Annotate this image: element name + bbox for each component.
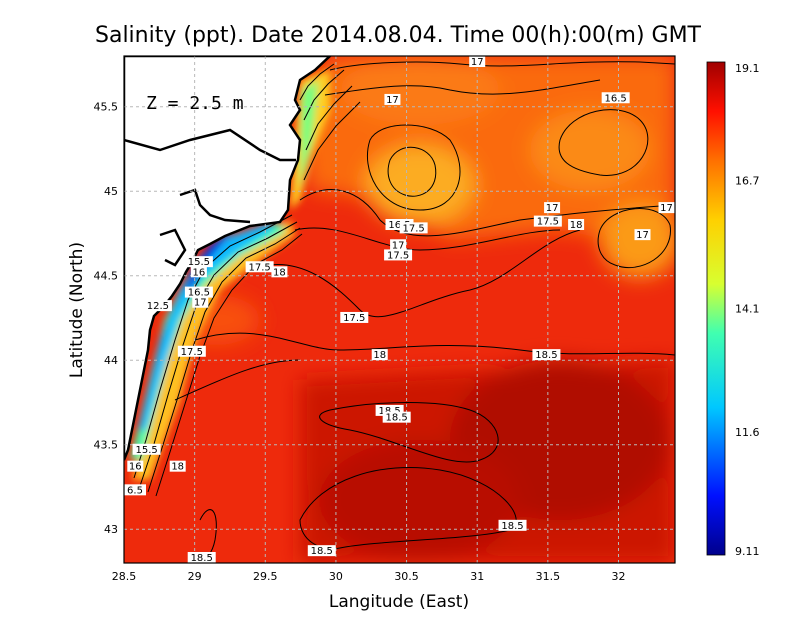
contour-label: 17	[634, 229, 651, 241]
contour-label: 18.5	[375, 404, 404, 417]
contour-label: 17	[658, 202, 675, 214]
contour-label: 17.5	[399, 222, 428, 234]
svg-text:18.5: 18.5	[501, 521, 523, 532]
colorbar-tick-label: 11.6	[735, 426, 760, 439]
svg-text:15.5: 15.5	[188, 257, 210, 268]
svg-text:17: 17	[194, 298, 207, 309]
x-tick-label: 29	[188, 570, 202, 583]
svg-text:16: 16	[129, 462, 142, 473]
colorbar	[706, 61, 726, 556]
colorbar-tick-label: 16.7	[735, 174, 760, 187]
salinity-field	[124, 56, 675, 563]
x-tick-label: 31.5	[536, 570, 561, 583]
contour-label: 15.5	[184, 256, 213, 268]
contour-label: 15.5	[132, 443, 161, 456]
contour-label: 17.5	[340, 311, 369, 324]
svg-text:17: 17	[546, 203, 559, 214]
colorbar-tick-label: 19.1	[735, 62, 760, 75]
contour-label: 17.5	[384, 249, 413, 261]
contour-label: 16.5	[184, 286, 213, 299]
svg-text:17: 17	[636, 230, 649, 241]
colorbar-tick-label: 14.1	[735, 303, 760, 316]
svg-text:16.5: 16.5	[188, 288, 210, 299]
svg-text:18: 18	[273, 267, 286, 278]
svg-text:18.5: 18.5	[378, 406, 400, 417]
svg-text:17.5: 17.5	[248, 262, 270, 273]
contour-label: 12.5	[143, 300, 172, 312]
svg-text:16: 16	[193, 267, 206, 278]
y-tick-label: 44.5	[94, 270, 119, 283]
svg-text:18.5: 18.5	[191, 553, 213, 564]
y-tick-label: 44	[104, 354, 118, 367]
contour-label: 17.5	[533, 215, 562, 228]
x-tick-label: 29.5	[253, 570, 278, 583]
depth-label: Z = 2.5 m	[146, 93, 244, 114]
svg-text:17.5: 17.5	[402, 223, 424, 234]
svg-text:17.5: 17.5	[387, 250, 409, 261]
svg-text:15.5: 15.5	[135, 445, 157, 456]
contour-label: 17.5	[177, 345, 206, 358]
contour-label: 18.5	[382, 411, 411, 424]
x-tick-label: 30.5	[394, 570, 419, 583]
svg-text:18: 18	[373, 350, 386, 361]
contour-label: 18	[169, 460, 186, 473]
contour-label: 18	[568, 219, 585, 231]
contour-label: 16	[127, 460, 144, 473]
svg-text:18.5: 18.5	[535, 350, 557, 361]
svg-text:18.5: 18.5	[386, 413, 408, 424]
colorbar-tick-labels: 19.1 16.7 14.1 11.6 9.11	[735, 62, 760, 558]
x-tick-labels: 28.5 29 29.5 30 30.5 31 31.5 32	[112, 570, 626, 583]
contour-label: 17	[384, 93, 401, 106]
svg-text:17: 17	[386, 95, 399, 106]
contour-label: 17.5	[245, 261, 274, 273]
y-tick-label: 43	[104, 523, 118, 536]
plot-frame	[123, 55, 676, 564]
x-axis-label: Langitude (East)	[329, 592, 469, 612]
svg-text:17.5: 17.5	[181, 347, 203, 358]
x-tick-label: 32	[611, 570, 625, 583]
contour-label: 18	[271, 266, 288, 278]
contour-label: 17	[469, 56, 486, 68]
svg-text:17.5: 17.5	[537, 217, 559, 228]
x-tick-label: 31	[470, 570, 484, 583]
svg-text:18: 18	[171, 462, 184, 473]
svg-text:18.5: 18.5	[311, 546, 333, 557]
svg-text:17: 17	[392, 240, 405, 251]
contour-label: 18.5	[532, 349, 561, 361]
contour-label: 16	[190, 266, 207, 278]
contour-lines	[133, 61, 675, 563]
y-tick-labels: 43 43.5 44 44.5 45 45.5	[94, 101, 119, 537]
contour-label: 17	[544, 202, 561, 214]
contour-label: 17	[192, 296, 209, 309]
x-tick-label: 28.5	[112, 570, 137, 583]
svg-text:17: 17	[471, 57, 484, 68]
y-tick-label: 45	[104, 185, 118, 198]
y-axis-label: Latitude (North)	[67, 242, 87, 378]
y-tick-label: 45.5	[94, 101, 119, 114]
svg-text:17: 17	[660, 203, 673, 214]
contour-label: 6.5	[124, 484, 146, 496]
contour-label: 16.5	[601, 92, 630, 104]
land-mass	[124, 56, 332, 461]
contour-label: 18	[371, 349, 388, 361]
contour-label: 18.5	[187, 552, 216, 564]
colorbar-tick-label: 9.11	[735, 545, 760, 558]
svg-text:16.5: 16.5	[605, 93, 627, 104]
svg-text:16.5: 16.5	[388, 220, 410, 231]
svg-text:6.5: 6.5	[127, 485, 143, 496]
y-tick-label: 43.5	[94, 439, 119, 452]
contour-label: 17	[390, 239, 407, 251]
chart-title: Salinity (ppt). Date 2014.08.04. Time 00…	[95, 23, 702, 48]
contour-label: 16.5	[385, 219, 414, 231]
contour-label: 18.5	[498, 519, 527, 532]
x-tick-label: 30	[329, 570, 343, 583]
svg-text:17.5: 17.5	[343, 313, 365, 324]
svg-text:12.5: 12.5	[147, 301, 169, 312]
contour-label: 18.5	[307, 545, 336, 557]
svg-text:18: 18	[570, 220, 583, 231]
grid-lines	[124, 56, 675, 563]
